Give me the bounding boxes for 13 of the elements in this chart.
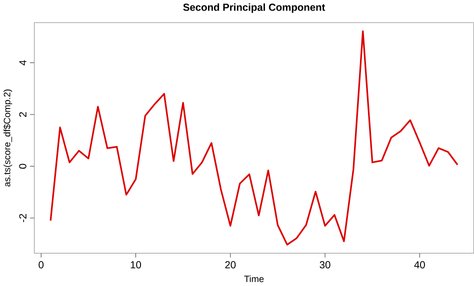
y-axis-title: as.ts(score_df$Comp.2) (3, 90, 12, 187)
line-series (50, 30, 458, 246)
y-tick-label: 4 (19, 60, 26, 66)
x-axis-title: Time (244, 276, 264, 282)
x-tick-label: 0 (38, 261, 44, 269)
chart-title: Second Principal Component (183, 4, 326, 14)
x-tick-label: 10 (130, 261, 142, 269)
x-tick-label: 30 (320, 261, 330, 269)
y-tick-label: -2 (19, 214, 26, 222)
x-tick-label: 20 (225, 261, 236, 269)
y-tick-label: 0 (19, 164, 26, 169)
x-tick-label: 40 (414, 261, 425, 269)
y-tick-label: 2 (19, 112, 26, 118)
